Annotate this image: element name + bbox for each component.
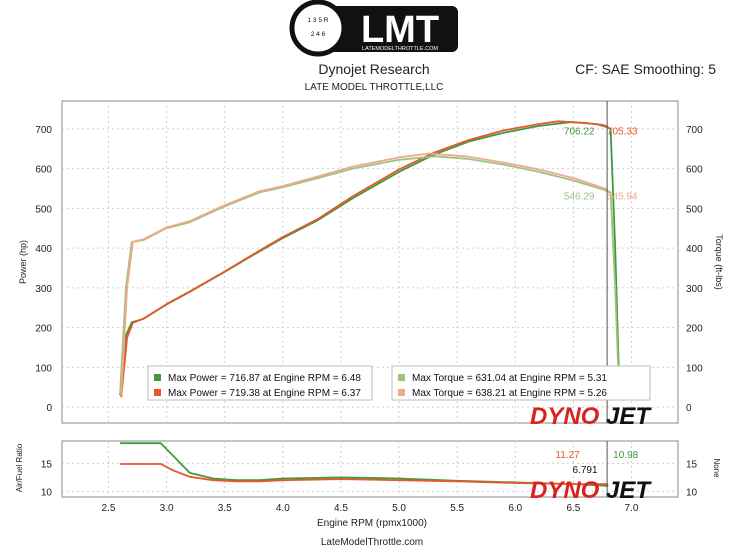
afr-right-tick-label: 10 [686,487,698,498]
legend: Max Power = 716.87 at Engine RPM = 6.48 … [147,365,651,401]
dynojet-logo-right: JET [606,403,652,430]
rpm-tick-label: 7.0 [625,503,639,514]
afr-right-tick-label: 15 [686,459,698,470]
torque-axis-label: Torque (ft-lbs) [714,234,724,290]
power-tick-label: 0 [46,403,52,414]
dynojet-logo-left: DYNO [530,403,600,430]
power-tick-label: 400 [35,244,52,255]
power-tick-label: 700 [35,125,52,136]
cursor-value-label: 705.33 [607,126,638,137]
dynojet-logo-afr-left: DYNO [530,477,600,504]
rpm-axis-label: Engine RPM (rpmx1000) [317,518,427,529]
torque-tick-label: 500 [686,204,703,215]
torque-tick-label: 200 [686,324,703,335]
torque-tick-label: 600 [686,165,703,176]
power-axis-ticks: 0 100 200 300 400 500 600 700 [35,125,52,414]
power-tick-label: 200 [35,324,52,335]
afr-line-run2 [120,463,609,486]
power-tick-label: 600 [35,165,52,176]
torque-line-run2 [120,152,609,396]
afr-axis-ticks: 10 15 [41,459,53,498]
rpm-tick-label: 3.5 [218,503,232,514]
torque-tick-label: 100 [686,363,703,374]
rpm-tick-label: 5.5 [450,503,464,514]
torque-tick-label: 300 [686,284,703,295]
afr-cursor-value-label: 11.27 [555,450,580,461]
legend-swatch-torque-run1 [398,374,405,381]
dynojet-logo-afr-right: JET [606,477,652,504]
shifter-badge-icon [289,0,347,57]
rpm-tick-label: 2.5 [102,503,116,514]
afr-tick-label: 15 [41,459,53,470]
logo-text: LMT [361,9,439,51]
afr-cursor-value-label: 10.98 [613,450,638,461]
main-series-group [119,120,620,398]
logo-url: LATEMODELTHROTTLE.COM [362,46,438,52]
legend-torque-run2: Max Torque = 638.21 at Engine RPM = 5.26 [412,388,607,399]
power-tick-label: 300 [35,284,52,295]
torque-tick-label: 400 [686,244,703,255]
shifter-top-label: 1 3 5 R [308,17,329,24]
torque-tick-label: 700 [686,125,703,136]
legend-box-left [147,365,373,401]
main-annotations: 706.22 705.33 546.29 545.94 [564,126,638,202]
afr-tick-label: 10 [41,487,53,498]
cursor-value-label: 545.94 [607,192,638,203]
legend-power-run1: Max Power = 716.87 at Engine RPM = 6.48 [168,373,361,384]
legend-power-run2: Max Power = 719.38 at Engine RPM = 6.37 [168,388,361,399]
afr-axis-label: Air/Fuel Ratio [15,443,24,492]
rpm-tick-label: 6.0 [508,503,522,514]
legend-swatch-power-run1 [154,374,161,381]
power-line-run2 [120,120,609,398]
chart-subtitle: LATE MODEL THROTTLE,LLC [305,82,444,93]
legend-torque-run1: Max Torque = 631.04 at Engine RPM = 5.31 [412,373,607,384]
correction-factor: CF: SAE Smoothing: 5 [575,61,716,77]
afr-plot-frame [61,440,679,498]
dynojet-logo-afr: DYNO JET [530,477,652,504]
lmt-logo: 1 3 5 R 2 4 6 LMT LATEMODELTHROTTLE.COM [289,0,458,57]
dynojet-logo-main: DYNO JET [530,403,652,430]
rpm-tick-label: 6.5 [566,503,580,514]
chart-title: Dynojet Research [318,61,429,77]
power-tick-label: 500 [35,204,52,215]
power-tick-label: 100 [35,363,52,374]
legend-swatch-power-run2 [154,389,161,396]
afr-annotations: 11.27 10.98 6.791 [555,450,638,476]
rpm-tick-label: 4.5 [334,503,348,514]
footer-site: LateModelThrottle.com [321,537,423,548]
power-torque-plot: 0 100 200 300 400 500 600 700 0 100 200 300 400 500 6… [18,100,724,430]
rpm-axis-ticks: 2.5 3.0 3.5 4.0 4.5 5.0 5.5 6.0 6.5 7.0 [102,503,639,514]
legend-swatch-torque-run2 [398,389,405,396]
cursor-value-label: 706.22 [564,126,595,137]
cursor-value-label: 546.29 [564,192,595,203]
afr-plot: 10 15 10 15 11.27 10.98 6.791 Air/Fuel Ratio… [15,440,721,504]
logo-background [318,6,458,52]
rpm-tick-label: 5.0 [392,503,406,514]
power-axis-label: Power (hp) [18,240,28,284]
afr-right-axis-ticks: 10 15 [686,459,698,498]
afr-cursor-value-label: 6.791 [573,465,598,476]
afr-right-axis-label: None [712,458,721,478]
rpm-tick-label: 4.0 [276,503,290,514]
legend-box-right [391,365,651,401]
torque-tick-label: 0 [686,403,692,414]
rpm-tick-label: 3.0 [160,503,174,514]
afr-series-group [120,442,609,487]
torque-axis-ticks: 0 100 200 300 400 500 600 700 [686,125,703,414]
main-grid [62,101,678,423]
afr-grid [62,441,678,497]
shifter-bottom-label: 2 4 6 [311,31,326,38]
